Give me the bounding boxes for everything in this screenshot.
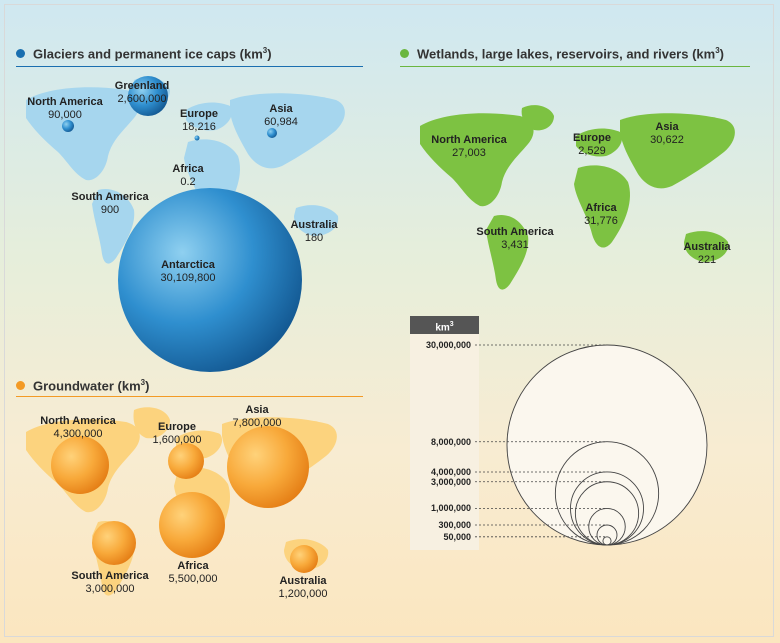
legend-circle — [602, 536, 612, 546]
wetland-label-australia: Australia 221 — [683, 241, 731, 266]
bubble-europe-ground — [168, 443, 204, 479]
groundwater-rule — [16, 396, 363, 397]
glacier-label-australia: Australia 180 — [290, 219, 338, 244]
glacier-label-europe: Europe 18,216 — [180, 108, 218, 133]
ground-label-africa: Africa 5,500,000 — [168, 560, 218, 585]
wetlands-title: Wetlands, large lakes, reservoirs, and r… — [400, 46, 724, 61]
legend-circle — [506, 344, 708, 546]
bubble-south-america-ground — [92, 521, 136, 565]
legend-tick-label: 3,000,000 — [430, 476, 471, 487]
legend-tick-label: 1,000,000 — [430, 503, 471, 514]
wetland-label-asia: Asia 30,622 — [650, 121, 684, 146]
legend-unit-header: km3 — [410, 316, 479, 334]
glacier-label-africa: Africa 0.2 — [172, 163, 204, 188]
legend-tick-label: 4,000,000 — [430, 466, 471, 477]
glaciers-dot-icon — [16, 49, 25, 59]
bubble-africa-ground — [159, 492, 225, 558]
wetland-label-south-america: South America 3,431 — [476, 226, 554, 251]
wetlands-dot-icon — [400, 49, 409, 59]
legend-tick-label: 50,000 — [443, 531, 471, 542]
bubble-greenland — [128, 76, 168, 116]
bubble-australia-ground — [290, 545, 318, 573]
bubble-europe-ice — [194, 135, 200, 141]
bubble-asia-ground — [227, 426, 309, 508]
glacier-label-antarctica: Antarctica 30,109,800 — [160, 259, 216, 284]
legend-tick-label: 8,000,000 — [430, 436, 471, 447]
groundwater-dot-icon — [16, 381, 25, 391]
bubble-asia-ice — [267, 128, 277, 138]
ground-label-south-america: South America 3,000,000 — [71, 570, 149, 595]
ground-label-asia: Asia 7,800,000 — [232, 404, 282, 429]
infographic-frame — [4, 4, 774, 637]
bubble-north-america-ground — [51, 436, 109, 494]
groundwater-title: Groundwater (km3) — [16, 378, 149, 393]
ground-label-europe: Europe 1,600,000 — [152, 421, 202, 446]
wetlands-rule — [400, 66, 750, 67]
glacier-label-north-america: North America 90,000 — [27, 96, 103, 121]
wetland-label-north-america: North America 27,003 — [431, 134, 507, 159]
ground-label-australia: Australia 1,200,000 — [278, 575, 328, 600]
glaciers-title: Glaciers and permanent ice caps (km3) — [16, 46, 272, 61]
legend-tick-label: 30,000,000 — [425, 340, 471, 350]
wetlands-world-map — [420, 105, 735, 290]
legend-tick-label: 300,000 — [438, 520, 471, 530]
bubble-north-america-ice — [62, 120, 74, 132]
wetland-label-africa: Africa 31,776 — [584, 202, 618, 227]
bubble-antarctica — [118, 188, 302, 372]
legend-box — [410, 316, 479, 550]
ground-label-north-america: North America 4,300,000 — [40, 415, 116, 440]
glacier-label-greenland: Greenland 2,600,000 — [114, 80, 170, 105]
wetland-label-europe: Europe 2,529 — [573, 132, 611, 157]
glacier-label-asia: Asia 60,984 — [264, 103, 298, 128]
glacier-label-south-america: South America 900 — [71, 191, 149, 216]
glaciers-rule — [16, 66, 363, 67]
